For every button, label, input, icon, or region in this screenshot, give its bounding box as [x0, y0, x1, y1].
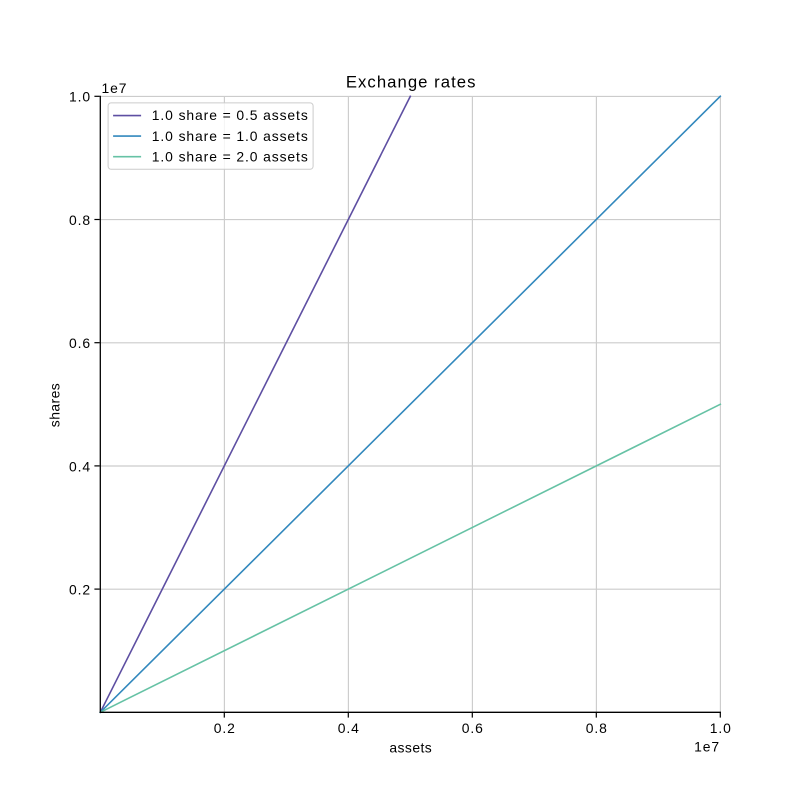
svg-text:0.4: 0.4: [338, 720, 360, 736]
svg-text:1.0 share = 2.0 assets: 1.0 share = 2.0 assets: [152, 149, 309, 165]
svg-text:1e7: 1e7: [694, 739, 720, 755]
svg-text:0.2: 0.2: [69, 582, 91, 598]
svg-text:assets: assets: [389, 739, 432, 755]
svg-text:0.4: 0.4: [69, 458, 91, 474]
svg-text:0.8: 0.8: [69, 212, 91, 228]
svg-text:1.0: 1.0: [710, 720, 732, 736]
svg-text:shares: shares: [46, 383, 62, 427]
svg-text:1e7: 1e7: [102, 80, 128, 96]
svg-text:Exchange rates: Exchange rates: [346, 73, 477, 92]
svg-text:1.0 share = 0.5 assets: 1.0 share = 0.5 assets: [152, 107, 309, 123]
svg-text:0.8: 0.8: [586, 720, 608, 736]
svg-text:0.6: 0.6: [69, 335, 91, 351]
svg-text:1.0: 1.0: [69, 89, 91, 105]
svg-text:1.0 share = 1.0 assets: 1.0 share = 1.0 assets: [152, 128, 309, 144]
svg-text:0.6: 0.6: [462, 720, 484, 736]
svg-text:0.2: 0.2: [214, 720, 236, 736]
